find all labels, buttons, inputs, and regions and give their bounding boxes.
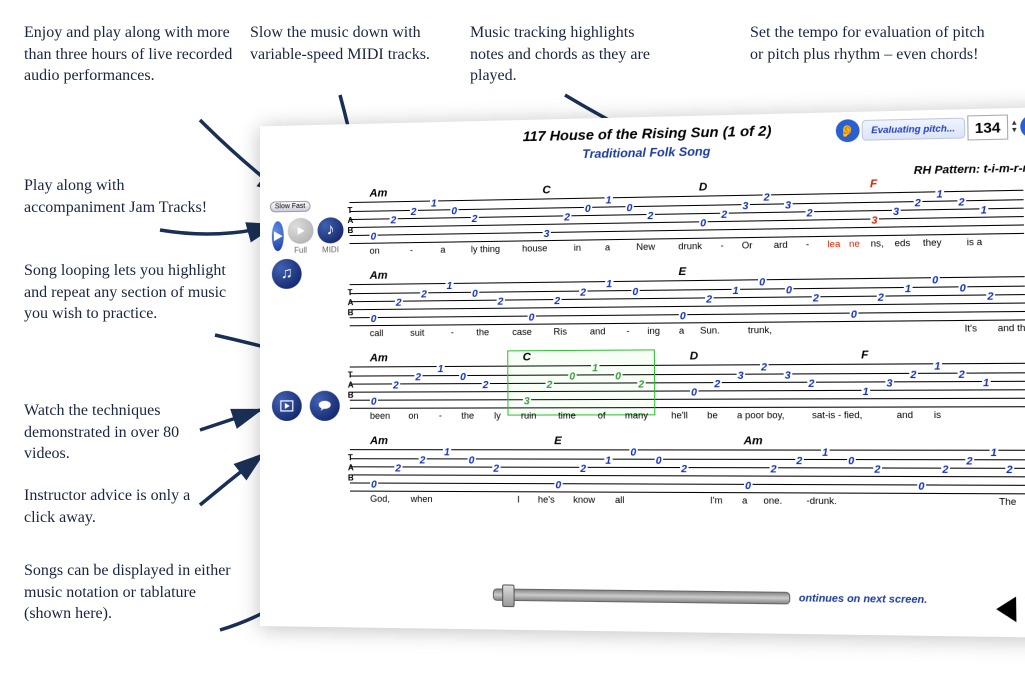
- callout-looping: Song looping lets you highlight and repe…: [24, 260, 234, 325]
- chord-label: Am: [370, 270, 388, 282]
- tab-clef: TAB: [347, 206, 353, 236]
- page-nav: [996, 596, 1025, 622]
- lyrics-4: God,whenIhe'sknowallI'maone.-drunk.TheMy: [370, 494, 1025, 508]
- app-window: 117 House of the Rising Sun (1 of 2) Tra…: [260, 107, 1025, 638]
- chord-label: Am: [744, 435, 763, 447]
- slider-thumb[interactable]: [502, 584, 515, 607]
- chord-label: Am: [369, 187, 387, 199]
- chord-label: C: [523, 351, 531, 363]
- chat-button[interactable]: [310, 391, 340, 421]
- metronome-icon[interactable]: ▲: [1020, 115, 1025, 139]
- play-button[interactable]: [272, 221, 284, 251]
- chord-label: D: [690, 350, 699, 362]
- prev-page-button[interactable]: [996, 596, 1016, 622]
- chord-label: D: [699, 181, 708, 193]
- callout-jam: Play along with accompaniment Jam Tracks…: [24, 175, 214, 218]
- playback-controls: Slow Fast Full ♪ MIDI ♫: [270, 194, 330, 291]
- tempo-stepper[interactable]: ▲▼: [1010, 119, 1018, 134]
- play-full-button[interactable]: [288, 218, 314, 244]
- callout-audio: Enjoy and play along with more than thre…: [24, 22, 234, 87]
- eval-status: Evaluating pitch...: [861, 118, 965, 141]
- chord-label: C: [542, 184, 550, 196]
- callout-advice: Instructor advice is only a click away.: [24, 485, 214, 528]
- lyrics-3: beenon-thelyruintimeofmanyhe'llbea poor …: [370, 409, 1025, 421]
- jam-track-button[interactable]: ♫: [272, 259, 302, 289]
- chord-label: Am: [370, 352, 388, 364]
- callout-videos: Watch the techniques demonstrated in ove…: [24, 400, 214, 465]
- rh-pattern: RH Pattern: t-i-m-r-m-i: [914, 162, 1025, 177]
- callout-tracking: Music tracking highlights notes and chor…: [470, 22, 670, 87]
- tab-clef: TAB: [348, 371, 354, 401]
- full-label: Full: [286, 246, 316, 255]
- ear-icon[interactable]: 👂: [835, 119, 859, 142]
- chord-label: E: [678, 266, 686, 278]
- chord-label: F: [861, 349, 868, 362]
- continues-text: ontinues on next screen.: [799, 593, 928, 606]
- chord-label: E: [554, 435, 562, 447]
- callout-notation: Songs can be displayed in either music n…: [24, 560, 234, 625]
- midi-label: MIDI: [316, 245, 346, 254]
- tempo-value[interactable]: 134: [967, 114, 1008, 140]
- callout-tempo: Set the tempo for evaluation of pitch or…: [750, 22, 990, 65]
- callout-midi: Slow the music down with variable-speed …: [250, 22, 440, 65]
- help-controls: [270, 385, 342, 423]
- tab-clef: TAB: [348, 453, 354, 483]
- slow-fast-toggle[interactable]: Slow Fast: [270, 201, 310, 213]
- play-midi-button[interactable]: ♪: [318, 217, 344, 243]
- chord-label: F: [870, 178, 877, 191]
- chord-label: Am: [370, 435, 388, 447]
- video-button[interactable]: [272, 391, 302, 421]
- tempo-controls: 👂 Evaluating pitch... 134 ▲▼ ▲: [835, 114, 1025, 144]
- progress-slider[interactable]: [493, 588, 790, 604]
- tab-clef: TAB: [348, 288, 354, 318]
